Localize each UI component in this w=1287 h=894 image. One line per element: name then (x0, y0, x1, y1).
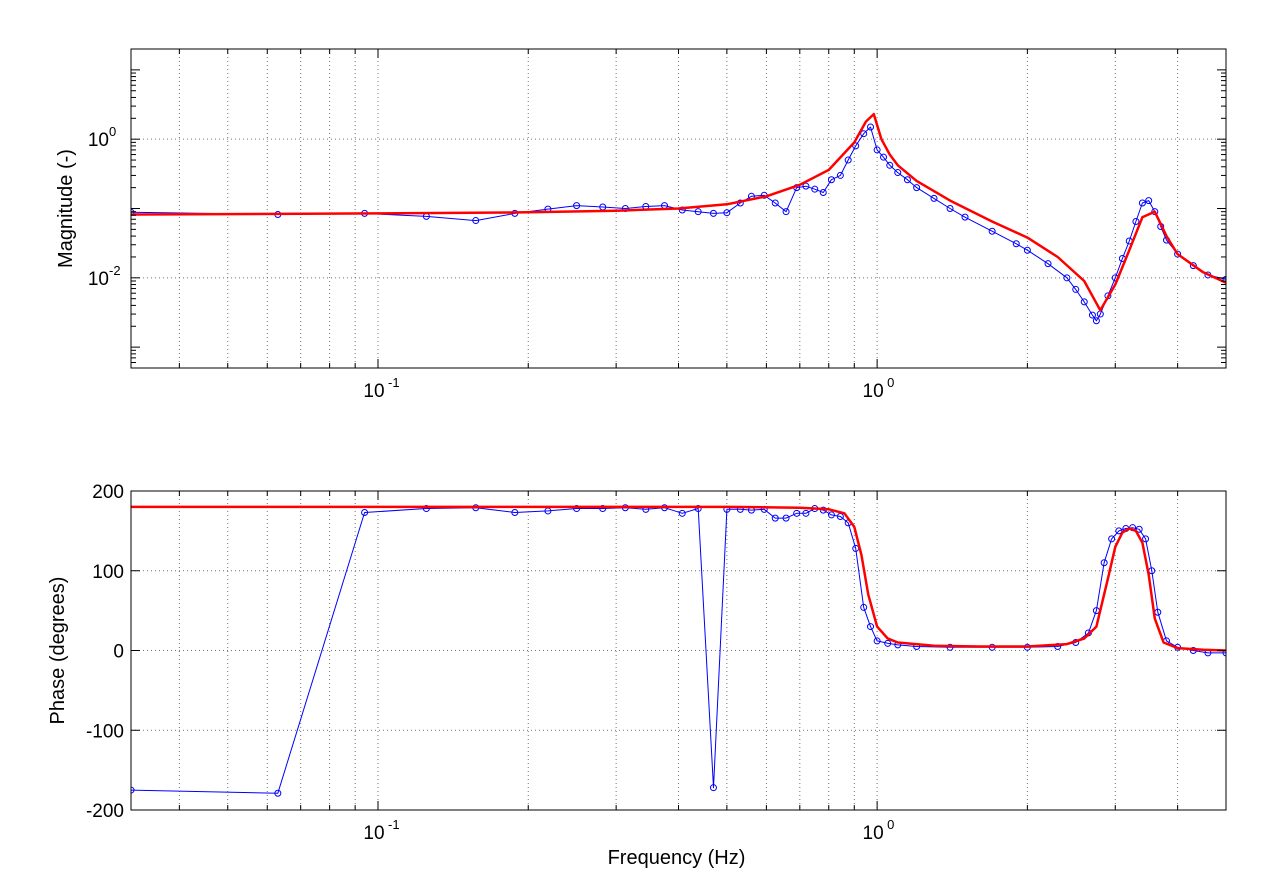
data-point (946, 643, 954, 651)
data-point (873, 146, 881, 154)
y-tick-label: 0 (113, 642, 124, 663)
measured-line (131, 126, 1226, 322)
data-point (811, 185, 819, 193)
y-tick-label-exponent: -2 (109, 263, 121, 278)
data-point (802, 509, 810, 517)
data-point (511, 509, 519, 517)
data-point (1100, 559, 1108, 567)
grid (131, 49, 1226, 368)
data-point (1108, 535, 1116, 543)
fit-line (131, 112, 1226, 312)
data-point (873, 637, 881, 645)
data-point (1135, 525, 1143, 533)
x-tick-label-exponent: -1 (388, 817, 400, 832)
data-point (131, 208, 135, 216)
data-point (131, 786, 135, 794)
data-point (827, 511, 835, 519)
y-axis-label: Magnitude (-) (55, 149, 77, 268)
y-tick-label: 100 (92, 562, 124, 583)
x-tick-label-exponent: -1 (388, 375, 400, 390)
data-point (709, 784, 717, 792)
data-point (802, 182, 810, 190)
data-point (1044, 260, 1052, 268)
data-point (961, 213, 969, 221)
data-point (836, 171, 844, 179)
data-point (771, 514, 779, 522)
data-point (422, 505, 430, 513)
y-tick-label: -100 (86, 721, 124, 742)
data-point (1142, 535, 1150, 543)
series-group (131, 112, 1226, 325)
x-tick-label: 10 (863, 381, 884, 402)
series-group (131, 504, 1226, 797)
data-point (1072, 285, 1080, 293)
x-tick-label: 10 (363, 381, 384, 402)
data-point (946, 205, 954, 212)
x-tick-label-exponent: 0 (887, 817, 894, 832)
data-point (1222, 275, 1226, 283)
data-point (1080, 298, 1088, 306)
data-point (782, 514, 790, 522)
data-point (782, 208, 790, 216)
data-point (827, 176, 835, 184)
data-point (1023, 246, 1031, 254)
data-point (867, 123, 875, 131)
data-point (844, 156, 852, 164)
y-tick-label: 10 (88, 269, 109, 290)
data-point (930, 194, 938, 202)
data-point (1145, 197, 1153, 205)
data-point (771, 199, 779, 207)
data-point (274, 789, 282, 797)
fit-line (131, 505, 1226, 652)
data-point (988, 227, 996, 235)
data-point (573, 202, 581, 210)
data-point (819, 189, 827, 197)
data-point (884, 639, 892, 647)
data-point (867, 623, 875, 631)
data-point (886, 161, 894, 169)
data-point (678, 509, 686, 517)
data-point (1138, 199, 1146, 207)
y-tick-label-exponent: 0 (109, 124, 116, 139)
y-axis-label: Phase (degrees) (47, 577, 69, 725)
data-point (709, 209, 717, 217)
data-point (361, 509, 369, 517)
data-point (1063, 274, 1071, 282)
data-point (903, 176, 911, 184)
data-point (573, 505, 581, 513)
data-point (694, 505, 702, 513)
data-point (860, 603, 868, 611)
ticks (131, 49, 1226, 368)
ticks (131, 490, 1226, 811)
x-tick-label-exponent: 0 (887, 375, 894, 390)
data-point (1115, 527, 1123, 535)
y-tick-label: 200 (92, 482, 124, 503)
data-point (723, 209, 731, 217)
x-tick-label: 10 (363, 823, 384, 844)
data-point (472, 217, 480, 225)
data-point (1189, 262, 1197, 270)
x-axis-label: Frequency (Hz) (608, 847, 746, 869)
data-point (1174, 250, 1182, 258)
data-point (694, 208, 702, 216)
data-point (894, 169, 902, 177)
data-point (1132, 217, 1140, 225)
data-point (913, 184, 921, 192)
grid (131, 491, 1226, 810)
data-point (1088, 311, 1096, 319)
data-point (599, 505, 607, 513)
data-point (860, 130, 868, 138)
x-tick-label: 10 (863, 823, 884, 844)
y-tick-label: -200 (86, 801, 124, 822)
data-point (1012, 240, 1020, 248)
data-point (1092, 317, 1100, 325)
data-point (880, 153, 888, 161)
data-point (1222, 649, 1226, 657)
y-tick-label: 10 (88, 130, 109, 151)
data-point (793, 509, 801, 517)
